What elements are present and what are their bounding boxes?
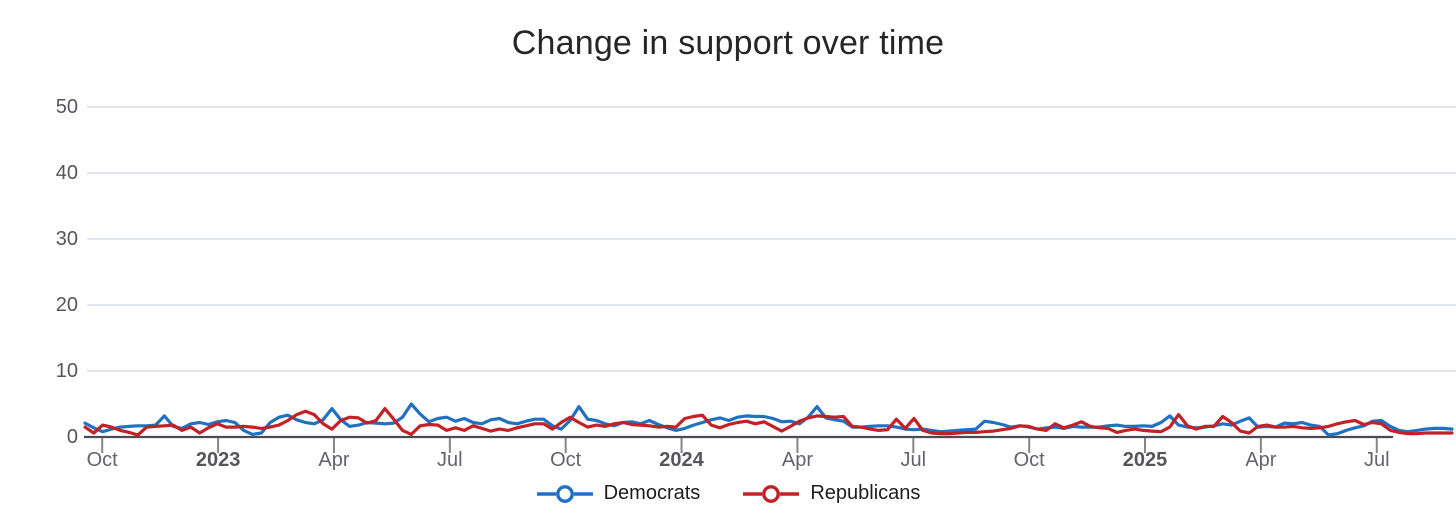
legend-label-republicans: Republicans <box>810 482 921 504</box>
series-line-republicans[interactable] <box>83 407 1454 437</box>
x-axis-tick-label: 2024 <box>659 449 704 471</box>
legend-label-democrats: Democrats <box>603 482 701 504</box>
x-axis-tick-label: Apr <box>781 449 813 471</box>
x-axis-tick-label: Jul <box>900 449 927 471</box>
x-axis-tick-label: Jul <box>1363 449 1390 471</box>
x-axis-tick-label: Oct <box>1013 449 1045 471</box>
x-axis-tick-label: 2025 <box>1122 449 1168 471</box>
x-axis-tick-label: Apr <box>318 449 350 471</box>
x-axis-tick-label: Oct <box>86 449 118 471</box>
y-axis-tick-label: 30 <box>55 228 78 250</box>
chart-title: Change in support over time <box>511 24 945 62</box>
x-axis-tick-label: Jul <box>437 449 463 471</box>
republicans-line-marker-icon <box>743 484 800 503</box>
y-axis-tick-label: 10 <box>55 360 78 382</box>
x-axis-tick-label: Apr <box>1245 449 1277 471</box>
x-axis-tick-label: Oct <box>550 449 582 471</box>
legend-item-democrats[interactable]: Democrats <box>536 482 701 505</box>
series-line-democrats[interactable] <box>83 402 1454 437</box>
y-axis-tick-label: 50 <box>55 96 78 118</box>
y-axis-tick-label: 20 <box>55 294 78 316</box>
legend: Democrats Republicans <box>0 482 1456 505</box>
democrats-line-marker-icon <box>536 484 593 503</box>
y-axis-tick-label: 40 <box>55 162 78 184</box>
legend-item-republicans[interactable]: Republicans <box>742 482 920 505</box>
x-axis-tick-label: 2023 <box>195 449 241 471</box>
y-axis-tick-label: 0 <box>66 426 78 448</box>
